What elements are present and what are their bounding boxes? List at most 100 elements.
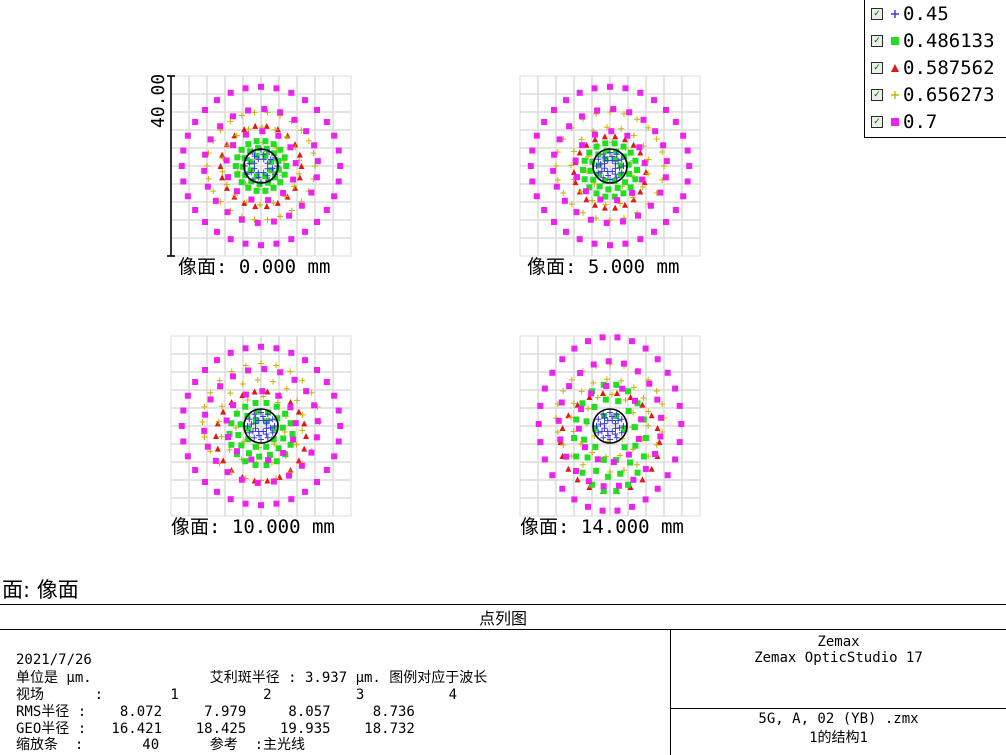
spot-point	[600, 434, 607, 441]
spot-point	[264, 477, 271, 484]
spot-point	[192, 207, 199, 214]
spot-point	[239, 381, 246, 388]
spot-point	[290, 436, 297, 443]
spot-point	[565, 465, 572, 472]
spot-point	[288, 236, 295, 243]
spot-point	[275, 392, 282, 399]
spot-point	[223, 184, 230, 191]
spot-point	[251, 165, 258, 172]
spot-point	[601, 154, 608, 161]
spot-point	[272, 174, 279, 181]
spot-point	[227, 118, 234, 125]
checkbox-icon[interactable]: ✓	[871, 89, 883, 101]
spot-point	[625, 408, 632, 415]
spot-point	[298, 202, 305, 209]
legend-item: ✓ 0.7	[871, 111, 937, 133]
spot-diagram-plot	[167, 75, 701, 517]
spot-point	[573, 209, 580, 216]
checkbox-icon[interactable]: ✓	[871, 116, 883, 128]
spot-point	[238, 442, 245, 449]
spot-point	[204, 183, 211, 190]
spot-point	[223, 417, 230, 424]
spot-point	[617, 452, 624, 459]
spot-point	[245, 141, 252, 148]
spot-point	[625, 388, 631, 395]
spot-point	[614, 197, 621, 204]
spot-point	[639, 476, 646, 483]
spot-point	[620, 143, 627, 150]
spot-point	[192, 118, 199, 125]
checkbox-icon[interactable]: ✓	[871, 62, 883, 74]
spot-point	[242, 172, 249, 179]
spot-point	[604, 124, 611, 131]
spot-point	[574, 476, 581, 483]
square-marker-icon	[889, 35, 901, 47]
info-box: 点列图 2021/7/26 单位是 µm. 艾利斑半径 : 3.937 µm. …	[0, 604, 1006, 755]
spot-point	[614, 184, 621, 191]
spot-point	[254, 219, 261, 226]
spot-point	[220, 457, 227, 464]
spot-point	[261, 106, 268, 113]
info-company: Zemax	[817, 634, 860, 650]
spot-point	[253, 187, 260, 194]
spot-point	[245, 450, 252, 457]
checkbox-icon[interactable]: ✓	[871, 8, 883, 20]
spot-point	[248, 456, 255, 463]
spot-point	[274, 126, 281, 133]
spot-point	[607, 409, 613, 416]
spot-point	[618, 377, 625, 384]
spot-point	[591, 131, 598, 138]
spot-point	[314, 219, 321, 226]
spot-point	[607, 242, 613, 249]
spot-point	[235, 431, 242, 438]
spot-point	[593, 215, 600, 222]
spot-point	[217, 163, 224, 169]
spot-point	[613, 381, 620, 388]
spot-point	[654, 485, 661, 492]
spot-point	[620, 360, 627, 367]
spot-point	[684, 178, 691, 185]
spot-point	[245, 107, 252, 114]
spot-point	[559, 485, 566, 492]
spot-point	[227, 390, 234, 397]
spot-point	[258, 343, 264, 350]
spot-point	[270, 199, 277, 206]
spot-point	[600, 488, 607, 495]
checkbox-icon[interactable]: ✓	[871, 35, 883, 47]
spot-point	[641, 160, 648, 167]
spot-point	[640, 395, 647, 402]
spot-point	[651, 228, 658, 235]
spot-point	[686, 163, 693, 169]
spot-point	[626, 170, 633, 177]
spot-point	[577, 188, 584, 195]
spot-point	[541, 385, 548, 392]
spot-point	[302, 488, 309, 495]
spot-point	[237, 421, 244, 428]
spot-point	[591, 403, 598, 410]
spot-point	[541, 456, 548, 463]
spot-point	[335, 438, 342, 445]
spot-point	[593, 467, 600, 474]
info-scale: 缩放条 : 40 参考 :主光线	[16, 737, 306, 753]
spot-point	[642, 465, 649, 472]
spot-point	[672, 207, 679, 214]
spot-point	[664, 472, 671, 479]
spot-point	[313, 174, 320, 181]
spot-point	[323, 467, 330, 474]
spot-point	[600, 456, 607, 463]
spot-point	[292, 184, 299, 191]
spot-point	[331, 453, 338, 460]
spot-point	[273, 362, 280, 369]
airy-disk-circle	[243, 148, 279, 184]
spot-point	[601, 133, 608, 140]
spot-point	[263, 431, 270, 438]
spot-point	[582, 188, 589, 195]
spot-point	[589, 158, 596, 165]
spot-point	[632, 442, 639, 449]
spot-point	[589, 449, 596, 456]
info-title: 点列图	[0, 605, 1006, 630]
spot-point	[653, 388, 660, 394]
spot-point	[337, 163, 344, 169]
spot-point	[603, 219, 610, 226]
spot-point	[581, 176, 588, 183]
